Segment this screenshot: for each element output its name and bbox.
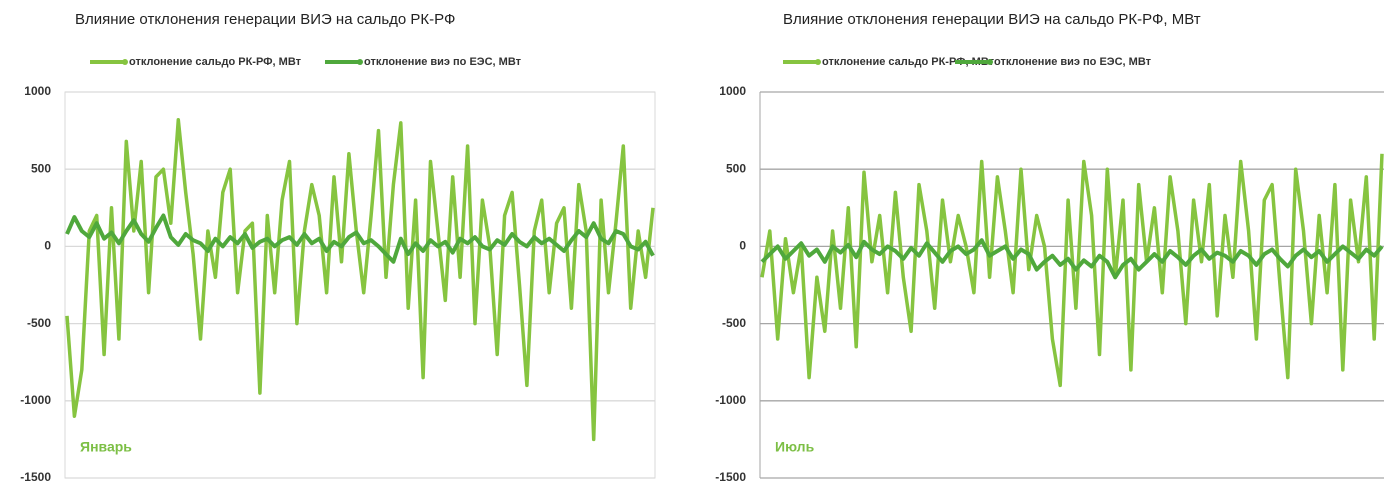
legend-marker: [987, 59, 993, 65]
y-tick-label: -1000: [20, 393, 51, 407]
plot-frame: [64, 91, 656, 479]
y-tick-label: 0: [739, 239, 746, 253]
legend-marker: [815, 59, 821, 65]
y-tick-label: 500: [726, 161, 746, 175]
y-tick-label: 0: [44, 239, 51, 253]
y-tick-label: -500: [27, 316, 51, 330]
legend-label: отклонение сальдо РК-РФ, МВт: [129, 56, 302, 68]
y-tick-label: -500: [722, 316, 746, 330]
y-tick-label: -1000: [715, 393, 746, 407]
chart-title: Влияние отклонения генерации ВИЭ на саль…: [75, 11, 455, 28]
data-line: [65, 213, 655, 264]
legend-marker: [357, 59, 363, 65]
legend-label: отклонение виэ по ЕЭС, МВт: [364, 56, 522, 68]
data-line: [65, 118, 655, 442]
data-line: [760, 238, 1384, 280]
legend-label: отклонение виэ по ЕЭС, МВт: [994, 56, 1152, 68]
annotation: Январь: [80, 439, 132, 455]
y-tick-label: 1000: [719, 84, 746, 98]
y-tick-label: 1000: [24, 84, 51, 98]
legend-marker: [122, 59, 128, 65]
chart-title: Влияние отклонения генерации ВИЭ на саль…: [783, 11, 1201, 28]
y-tick-label: -1500: [715, 470, 746, 484]
y-tick-label: -1500: [20, 470, 51, 484]
legend-label: отклонение сальдо РК-РФ, МВт: [822, 56, 995, 68]
data-line: [760, 153, 1384, 388]
y-tick-label: 500: [31, 161, 51, 175]
annotation: Июль: [775, 439, 815, 455]
